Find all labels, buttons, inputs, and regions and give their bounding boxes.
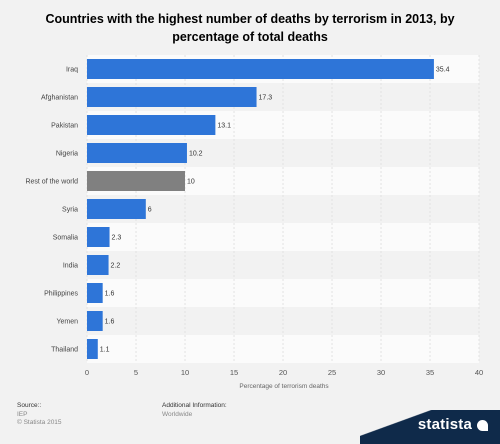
value-label: 10.2 — [189, 151, 203, 158]
category-label: Thailand — [51, 347, 78, 354]
bar[interactable] — [87, 171, 185, 191]
category-label: Syria — [62, 207, 78, 214]
x-tick-labels: 0 5 10 15 20 25 30 35 40 — [85, 368, 483, 377]
category-label: Somalia — [53, 235, 78, 242]
bars — [87, 59, 434, 359]
x-tick-label: 0 — [85, 368, 89, 377]
statista-logo-icon — [477, 420, 488, 431]
additional-info-value: Worldwide — [162, 411, 193, 418]
x-tick-label: 35 — [426, 368, 434, 377]
value-label: 13.1 — [217, 123, 231, 130]
bar[interactable] — [87, 199, 146, 219]
x-tick-label: 40 — [475, 368, 483, 377]
source-value: IEP — [17, 411, 28, 418]
x-axis-label: Percentage of terrorism deaths — [239, 383, 329, 390]
value-label: 1.1 — [100, 347, 110, 354]
bar[interactable] — [87, 143, 187, 163]
category-label: Rest of the world — [25, 179, 78, 186]
category-label: Philippines — [44, 291, 78, 298]
value-label: 6 — [148, 207, 152, 214]
value-label: 1.6 — [105, 291, 115, 298]
bar[interactable] — [87, 255, 109, 275]
bar-chart: Iraq Afghanistan Pakistan Nigeria Rest of th… — [25, 55, 483, 390]
x-tick-label: 5 — [134, 368, 138, 377]
x-tick-label: 15 — [230, 368, 238, 377]
value-label: 10 — [187, 179, 195, 186]
bar[interactable] — [87, 115, 216, 135]
bar[interactable] — [87, 311, 103, 331]
value-label: 35.4 — [436, 67, 450, 74]
category-label: Yemen — [56, 319, 78, 326]
source-label: Source:: — [17, 402, 42, 409]
x-tick-label: 30 — [377, 368, 385, 377]
value-label: 2.3 — [112, 235, 122, 242]
x-tick-label: 25 — [328, 368, 336, 377]
copyright-text: © Statista 2015 — [17, 419, 62, 426]
bar[interactable] — [87, 339, 98, 359]
bar[interactable] — [87, 59, 434, 79]
category-labels: Iraq Afghanistan Pakistan Nigeria Rest of th… — [25, 67, 78, 354]
value-label: 17.3 — [259, 95, 273, 102]
category-label: Afghanistan — [41, 95, 78, 102]
bar[interactable] — [87, 87, 257, 107]
category-label: India — [63, 263, 78, 270]
category-label: Iraq — [66, 67, 78, 74]
category-label: Nigeria — [56, 151, 78, 158]
value-label: 1.6 — [105, 319, 115, 326]
x-tick-label: 20 — [279, 368, 287, 377]
statista-logo[interactable]: statista — [417, 416, 472, 433]
additional-info-label: Additional Information: — [162, 402, 227, 409]
chart-title-line-1: Countries with the highest number of dea… — [45, 12, 455, 26]
bar[interactable] — [87, 283, 103, 303]
bar[interactable] — [87, 227, 110, 247]
brand-banner — [360, 410, 500, 444]
value-label: 2.2 — [111, 263, 121, 270]
x-tick-label: 10 — [181, 368, 189, 377]
value-labels: 35.4 17.3 13.1 10.2 10 6 2.3 2.2 1.6 1.6 1.1 — [100, 67, 450, 354]
chart-title: Countries with the highest number of dea… — [20, 10, 480, 46]
chart-title-line-2: percentage of total deaths — [172, 30, 328, 44]
category-label: Pakistan — [51, 123, 78, 130]
